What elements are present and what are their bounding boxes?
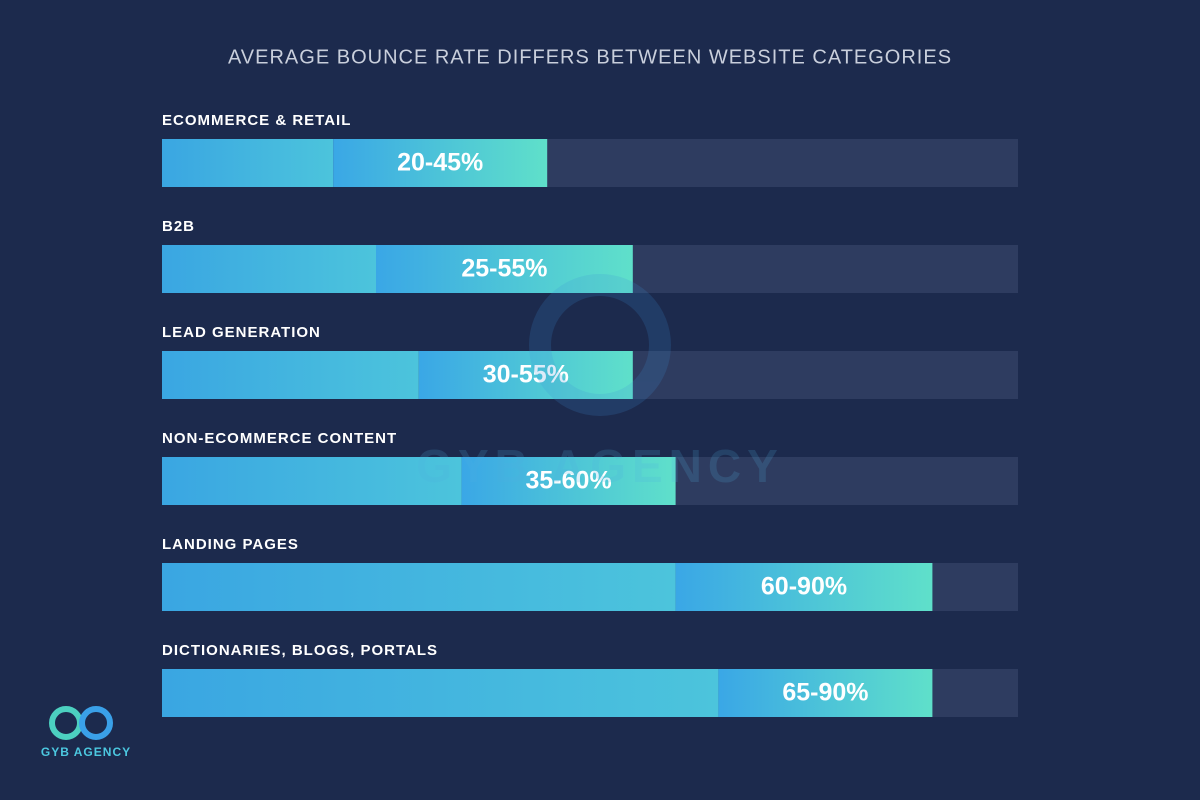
base-bar [162,139,334,187]
value-label: 60-90% [761,573,847,601]
base-bar [162,563,676,611]
watermark: GYB AGENCY [416,274,784,492]
range-bar [461,457,676,505]
value-label: 35-60% [526,467,612,495]
range-bar [718,669,933,717]
chart-title: AVERAGE BOUNCE RATE DIFFERS BETWEEN WEBS… [228,46,952,68]
range-bar [418,351,633,399]
watermark-text: GYB AGENCY [416,440,784,492]
range-bar [675,563,933,611]
base-bar [162,245,376,293]
logo: GYB AGENCY [41,706,131,759]
base-bar [162,457,462,505]
range-bar [333,139,548,187]
base-bar [162,669,719,717]
category-label: DICTIONARIES, BLOGS, PORTALS [162,642,438,659]
category-label: ECOMMERCE & RETAIL [162,112,351,129]
category-label: NON-ECOMMERCE CONTENT [162,430,397,447]
base-bar [162,351,419,399]
value-label: 25-55% [461,255,547,283]
value-label: 65-90% [782,679,868,707]
category-label: LEAD GENERATION [162,324,321,341]
value-label: 20-45% [397,149,483,177]
category-label: B2B [162,218,195,235]
range-bar [376,245,633,293]
watermark-logo [529,274,671,416]
category-label: LANDING PAGES [162,536,299,553]
logo-ring [79,706,113,740]
value-label: 30-55% [483,361,569,389]
bars: ECOMMERCE & RETAIL 20-45% B2B 25-55% LEAD GE… [162,112,1018,717]
logo-text: GYB AGENCY [41,745,131,759]
